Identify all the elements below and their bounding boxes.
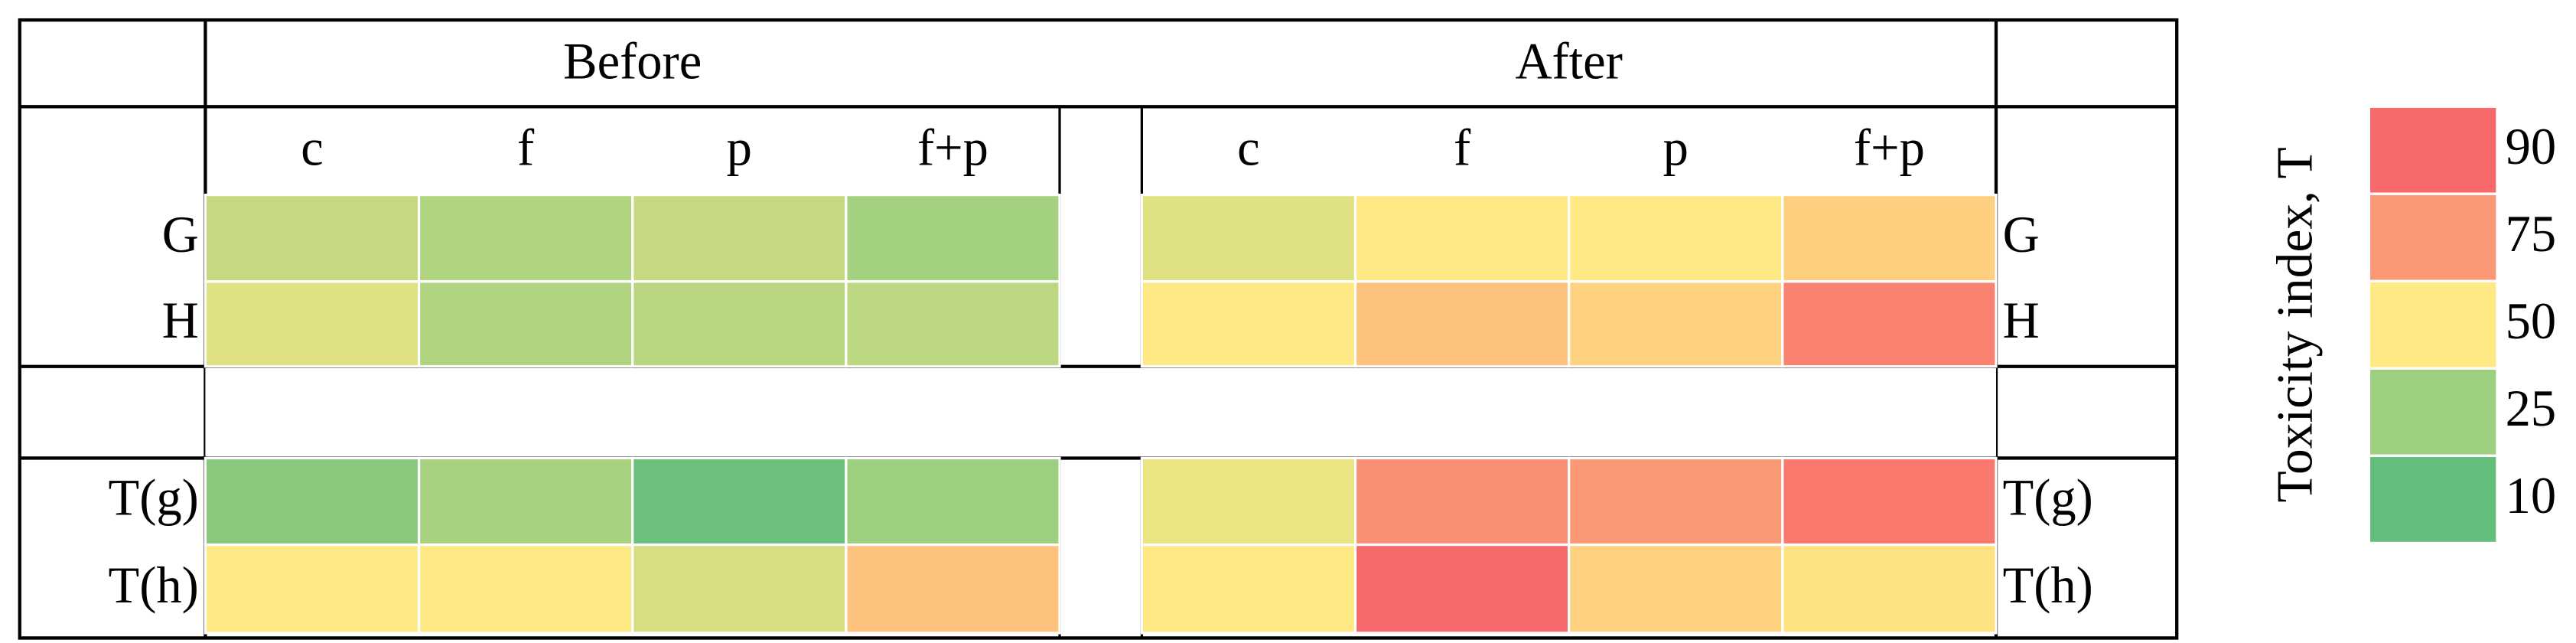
row-label: H <box>162 292 199 349</box>
column-label: f+p <box>1854 119 1925 176</box>
column-label: f+p <box>917 119 988 176</box>
row-label: T(h) <box>109 557 199 614</box>
colorbar-box <box>2367 105 2499 195</box>
heat-cell <box>1568 456 1784 547</box>
heat-cell <box>417 456 634 547</box>
column-label: f <box>1454 119 1471 176</box>
heat-cell <box>631 543 848 635</box>
heat-cell <box>417 193 634 283</box>
colorbar-label: 50 <box>2506 293 2557 350</box>
heat-cell <box>204 543 421 635</box>
heat-cell <box>631 193 848 283</box>
heat-cell <box>845 456 1061 547</box>
heat-cell <box>417 280 634 368</box>
colorbar-label: 90 <box>2506 119 2557 175</box>
heat-cell <box>1781 280 1998 368</box>
heat-cell <box>1781 193 1998 283</box>
colorbar-box <box>2367 454 2499 545</box>
heat-cell <box>631 280 848 368</box>
heat-cell <box>1353 280 1571 368</box>
row-label: T(g) <box>2003 469 2093 526</box>
colorbar-box <box>2367 192 2499 282</box>
heat-cell <box>1353 543 1571 635</box>
column-label: p <box>727 119 752 176</box>
heat-cell <box>1140 456 1357 547</box>
heat-cell <box>204 280 421 368</box>
heat-cell <box>1781 456 1998 547</box>
colorbar-title: Toxicity index, T <box>2267 147 2324 502</box>
row-label: T(h) <box>2003 557 2093 614</box>
heat-cell <box>1781 543 1998 635</box>
colorbar-box <box>2367 279 2499 370</box>
heat-cell <box>1568 543 1784 635</box>
heat-cell <box>1568 280 1784 368</box>
column-label: c <box>1237 119 1260 176</box>
row-label: G <box>2003 206 2040 263</box>
heat-cell <box>204 193 421 283</box>
heat-cell <box>1140 280 1357 368</box>
group-label: After <box>1515 33 1622 90</box>
column-label: p <box>1663 119 1689 176</box>
row-label: G <box>162 206 199 263</box>
row-label: T(g) <box>109 469 199 526</box>
column-label: f <box>517 119 535 176</box>
heat-cell <box>845 280 1061 368</box>
heat-cell <box>1140 193 1357 283</box>
heat-cell <box>845 543 1061 635</box>
colorbar-box <box>2367 367 2499 458</box>
heat-cell <box>845 193 1061 283</box>
colorbar-label: 75 <box>2506 206 2557 263</box>
row-label: H <box>2003 292 2040 349</box>
heat-cell <box>1353 193 1571 283</box>
colorbar-label: 10 <box>2506 468 2557 524</box>
heat-cell <box>1353 456 1571 547</box>
heat-cell <box>1568 193 1784 283</box>
group-label: Before <box>563 33 702 90</box>
colorbar-label: 25 <box>2506 380 2557 437</box>
gap <box>205 367 1996 457</box>
heat-cell <box>204 456 421 547</box>
heat-cell <box>1140 543 1357 635</box>
heat-cell <box>417 543 634 635</box>
heat-cell <box>631 456 848 547</box>
column-label: c <box>301 119 324 176</box>
